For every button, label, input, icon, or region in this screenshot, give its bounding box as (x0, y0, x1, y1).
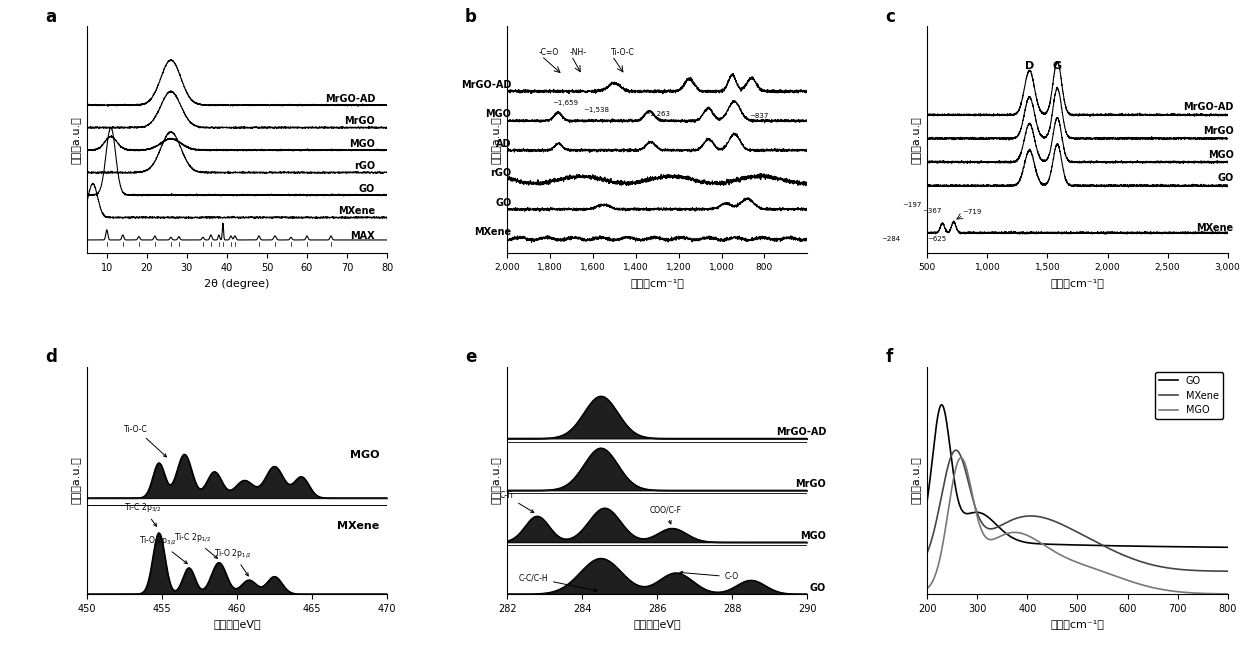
Text: d: d (45, 348, 57, 366)
Text: MAX: MAX (351, 231, 374, 241)
Text: rGO: rGO (490, 168, 511, 178)
Text: MrGO-AD: MrGO-AD (325, 94, 374, 104)
Text: -NH-: -NH- (569, 48, 587, 57)
Y-axis label: 强度（a.u.）: 强度（a.u.） (71, 457, 82, 504)
Text: MrGO: MrGO (795, 479, 826, 489)
Text: f: f (885, 348, 893, 366)
X-axis label: 结合能（eV）: 结合能（eV） (213, 619, 260, 629)
Text: MGO: MGO (800, 531, 826, 541)
Text: ~719: ~719 (962, 209, 982, 215)
Text: ~1,263: ~1,263 (645, 112, 671, 117)
Y-axis label: 强度（a.u.）: 强度（a.u.） (911, 457, 921, 504)
Text: ~837: ~837 (749, 113, 769, 119)
Text: MGO: MGO (1208, 150, 1234, 160)
Text: MGO: MGO (350, 449, 379, 460)
Text: MrGO-AD: MrGO-AD (1183, 102, 1234, 112)
Text: MGO: MGO (350, 139, 374, 148)
Text: MXene: MXene (337, 206, 374, 216)
Text: ~284: ~284 (882, 236, 900, 242)
Text: GO: GO (358, 183, 374, 193)
Y-axis label: 强度（a.u.）: 强度（a.u.） (491, 457, 501, 504)
Text: ~625: ~625 (928, 236, 946, 242)
Text: Ti-C 2p$_{1/2}$: Ti-C 2p$_{1/2}$ (174, 531, 217, 558)
Text: a: a (45, 8, 56, 26)
Text: Ti-O-C: Ti-O-C (611, 48, 635, 57)
Text: G: G (1053, 61, 1061, 71)
Text: AD: AD (496, 139, 511, 148)
Text: MXene: MXene (474, 227, 511, 237)
X-axis label: 波数（cm⁻¹）: 波数（cm⁻¹） (1050, 278, 1105, 288)
Text: Ti-O-C: Ti-O-C (124, 424, 166, 457)
Text: GO: GO (810, 583, 826, 593)
Text: ~367: ~367 (923, 208, 942, 214)
Y-axis label: 强度（a.u.）: 强度（a.u.） (491, 116, 501, 164)
X-axis label: 2θ (degree): 2θ (degree) (205, 279, 269, 288)
Text: MXene: MXene (337, 521, 379, 531)
Text: b: b (465, 8, 477, 26)
Text: rGO: rGO (353, 161, 374, 171)
Text: c: c (885, 8, 895, 26)
Text: MrGO-AD: MrGO-AD (776, 427, 826, 437)
Text: GO: GO (1218, 173, 1234, 183)
Y-axis label: 强度（a.u.）: 强度（a.u.） (71, 116, 82, 164)
Text: D: D (1024, 61, 1034, 71)
Text: e: e (465, 348, 476, 366)
Text: MrGO: MrGO (345, 116, 374, 126)
Text: Ti-C 2p$_{3/2}$: Ti-C 2p$_{3/2}$ (124, 502, 161, 526)
Text: -C=O: -C=O (538, 48, 558, 57)
Text: COO/C-F: COO/C-F (650, 506, 682, 524)
Y-axis label: 强度（a.u.）: 强度（a.u.） (911, 116, 921, 164)
Text: Ti-O 2p$_{1/2}$: Ti-O 2p$_{1/2}$ (215, 546, 252, 576)
X-axis label: 结合能（eV）: 结合能（eV） (634, 619, 681, 629)
Text: MXene: MXene (1197, 223, 1234, 234)
Text: Ti-O 2p$_{3/2}$: Ti-O 2p$_{3/2}$ (139, 535, 187, 564)
X-axis label: 波数（cm⁻¹）: 波数（cm⁻¹） (1050, 619, 1105, 629)
Text: C-O: C-O (680, 571, 739, 581)
X-axis label: 波数（cm⁻¹）: 波数（cm⁻¹） (630, 278, 684, 288)
Text: C-Ti: C-Ti (500, 491, 533, 513)
Text: GO: GO (495, 198, 511, 208)
Text: C-C/C-H: C-C/C-H (518, 574, 598, 591)
Text: MGO: MGO (486, 109, 511, 119)
Text: ~1,659: ~1,659 (552, 100, 578, 106)
Text: ~1,538: ~1,538 (583, 107, 609, 113)
Text: MrGO-AD: MrGO-AD (461, 80, 511, 90)
Text: MrGO: MrGO (1203, 126, 1234, 136)
Text: ~197: ~197 (903, 202, 921, 208)
Legend: GO, MXene, MGO: GO, MXene, MGO (1154, 372, 1223, 419)
